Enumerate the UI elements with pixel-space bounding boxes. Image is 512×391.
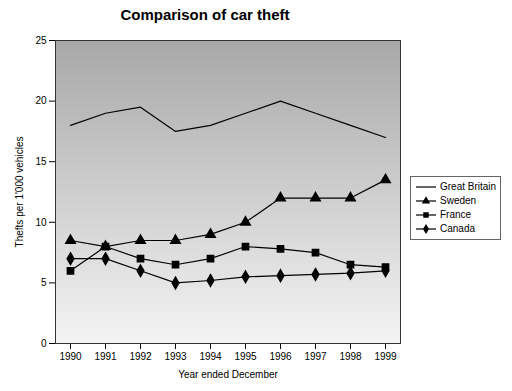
svg-text:1998: 1998 (339, 351, 362, 362)
svg-text:1996: 1996 (269, 351, 292, 362)
svg-text:1993: 1993 (164, 351, 187, 362)
html-text:Great Britain: Great Britain (440, 181, 497, 192)
svg-text:20: 20 (35, 95, 47, 106)
svg-text:Year ended December: Year ended December (178, 369, 278, 380)
svg-text:1997: 1997 (304, 351, 327, 362)
svg-text:0: 0 (41, 338, 47, 349)
html-text:Sweden: Sweden (440, 195, 477, 206)
svg-text:1992: 1992 (129, 351, 152, 362)
svg-text:5: 5 (41, 277, 47, 288)
svg-text:Thefts per 1'000 vehicles: Thefts per 1'000 vehicles (14, 137, 25, 248)
html-text:France: France (440, 209, 472, 220)
html-text:Canada: Canada (440, 223, 475, 234)
svg-text:25: 25 (35, 35, 47, 46)
svg-text:1990: 1990 (59, 351, 82, 362)
svg-text:1991: 1991 (94, 351, 117, 362)
svg-text:15: 15 (35, 156, 47, 167)
svg-text:1999: 1999 (374, 351, 397, 362)
svg-text:1995: 1995 (234, 351, 257, 362)
svg-text:10: 10 (35, 217, 47, 228)
svg-text:1994: 1994 (199, 351, 222, 362)
html-text:Comparison of car theft: Comparison of car theft (120, 6, 290, 23)
